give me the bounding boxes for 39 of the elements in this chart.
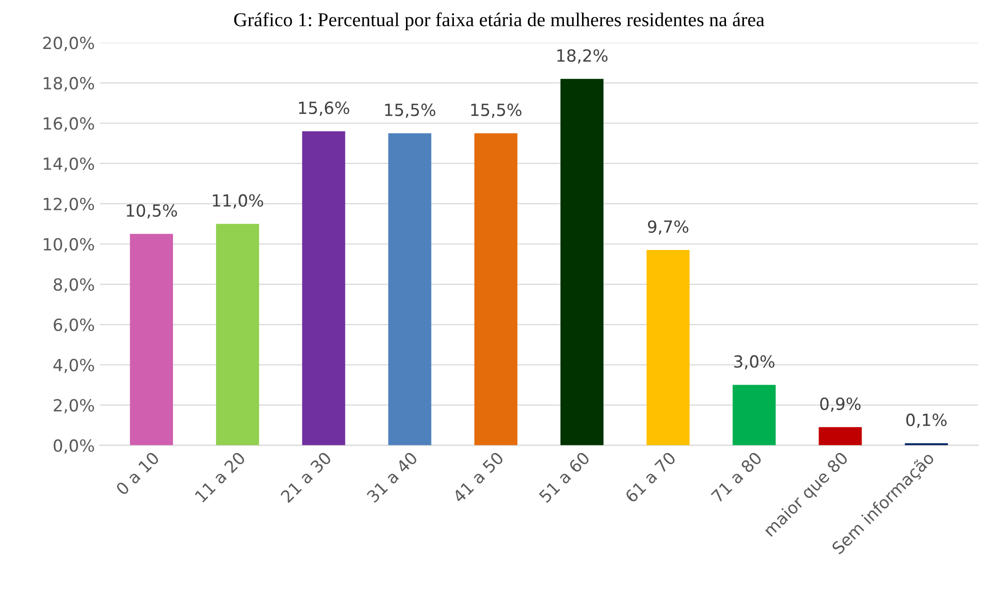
bar [560,78,604,446]
data-label: 9,7% [648,220,688,235]
y-tick-label: 2,0% [54,399,94,414]
x-tick-label: 0 a 10 [115,451,160,496]
y-tick-label: 8,0% [54,278,94,293]
y-tick-label: 16,0% [44,117,94,132]
data-label: 3,0% [734,355,774,370]
data-label: 15,5% [385,104,436,118]
x-tick-label: 11 a 20 [194,451,246,503]
y-tick-label: 14,0% [44,157,94,172]
data-label: 10,5% [126,204,178,219]
data-label: 0,1% [906,414,947,428]
data-label: 0,9% [820,397,861,412]
y-tick-label: 10,0% [44,238,94,252]
bar [388,133,432,446]
bar [474,133,518,446]
bar [818,427,862,446]
bar [216,224,260,446]
data-label: 11,0% [212,194,264,208]
y-tick-label: 4,0% [53,358,94,374]
bar [130,234,173,446]
bar [732,384,776,446]
data-label: 18,2% [557,49,608,64]
y-tick-label: 18,0% [44,76,94,92]
y-tick-label: 0,0% [54,439,94,454]
x-tick-label: 21 a 30 [280,451,332,504]
x-tick-label: 71 a 80 [710,451,763,504]
x-tick-label: 51 a 60 [538,451,590,504]
bar [646,250,690,446]
chart-title: Gráfico 1: Percentual por faixa etária de mulheres residentes na área [234,12,764,30]
x-tick-label: 61 a 70 [624,451,676,504]
bar [302,131,346,446]
data-label: 15,5% [471,104,522,118]
data-label: 15,6% [299,102,350,116]
y-tick-label: 20,0% [43,36,94,51]
x-tick-label: 31 a 40 [366,451,418,504]
y-tick-label: 6,0% [54,318,94,333]
y-tick-label: 12,0% [44,198,94,212]
x-tick-label: 41 a 50 [452,451,504,504]
